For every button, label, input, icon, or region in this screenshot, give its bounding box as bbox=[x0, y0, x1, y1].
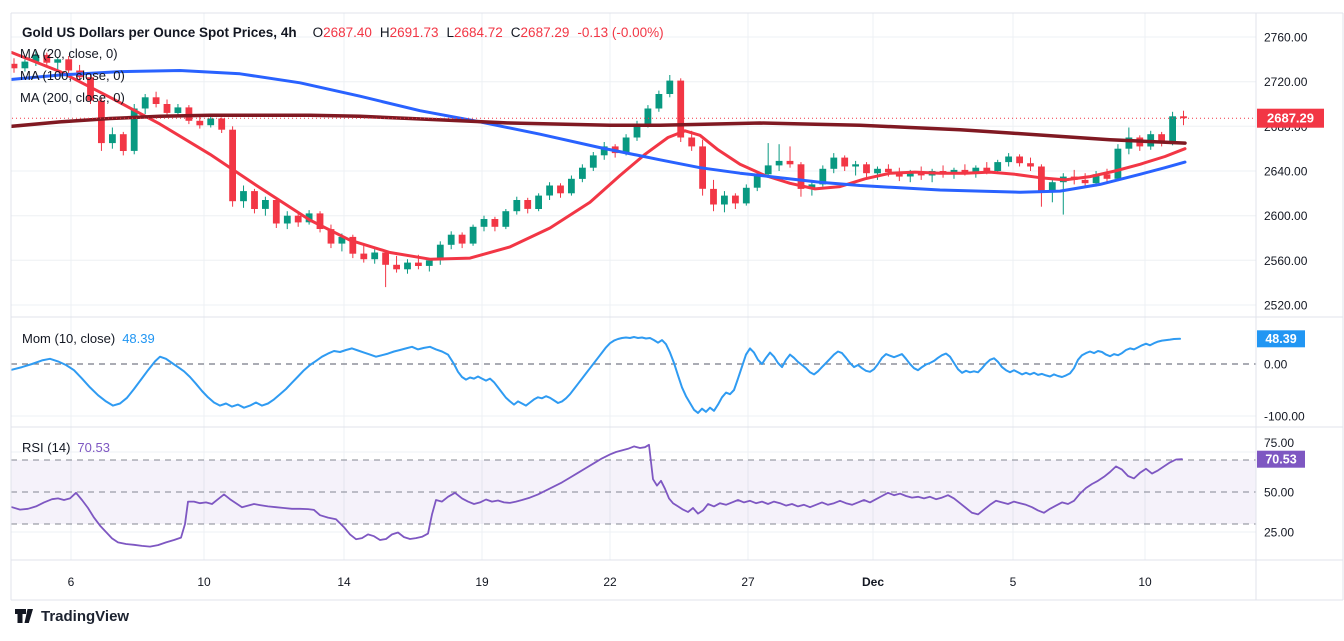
tradingview-logo-text: TradingView bbox=[41, 607, 130, 625]
tradingview-logo-icon bbox=[15, 609, 33, 623]
svg-text:Dec: Dec bbox=[862, 575, 884, 589]
svg-text:70.53: 70.53 bbox=[1265, 453, 1296, 467]
svg-text:2520.00: 2520.00 bbox=[1264, 299, 1308, 313]
rsi-line bbox=[11, 443, 1183, 548]
svg-text:2600.00: 2600.00 bbox=[1264, 209, 1308, 223]
symbol-title: Gold US Dollars per Ounce Spot Prices, 4… bbox=[22, 25, 297, 40]
legend-ma100[interactable]: MA (100, close, 0) bbox=[20, 68, 125, 83]
svg-text:19: 19 bbox=[475, 575, 489, 589]
svg-text:48.39: 48.39 bbox=[1265, 332, 1296, 346]
svg-text:22: 22 bbox=[603, 575, 617, 589]
svg-text:75.00: 75.00 bbox=[1264, 436, 1294, 450]
tradingview-logo[interactable]: TradingView bbox=[14, 606, 129, 626]
ohlc-close-value: 2687.29 bbox=[520, 25, 570, 40]
price-change: -0.13 (-0.00%) bbox=[577, 25, 664, 40]
svg-text:50.00: 50.00 bbox=[1264, 486, 1294, 500]
rsi-band bbox=[11, 459, 1256, 525]
svg-text:10: 10 bbox=[1138, 575, 1152, 589]
svg-text:2640.00: 2640.00 bbox=[1264, 165, 1308, 179]
symbol-header[interactable]: Gold US Dollars per Ounce Spot Prices, 4… bbox=[22, 25, 664, 40]
rsi-value-badge: 70.53 bbox=[1257, 450, 1305, 468]
rsi-value: 70.53 bbox=[77, 440, 110, 455]
ma-20-line bbox=[11, 51, 1187, 261]
ohlc-low-label: L bbox=[446, 25, 454, 40]
time-axis[interactable]: 6 10 14 19 22 27 Dec 5 10 bbox=[68, 575, 1152, 589]
svg-text:2720.00: 2720.00 bbox=[1264, 75, 1308, 89]
momentum-label: Mom (10, close) bbox=[22, 331, 116, 346]
svg-text:5: 5 bbox=[1010, 575, 1017, 589]
momentum-value-badge: 48.39 bbox=[1257, 330, 1305, 348]
svg-text:27: 27 bbox=[741, 575, 755, 589]
last-price-badge: 2687.29 bbox=[1257, 108, 1324, 128]
svg-text:6: 6 bbox=[68, 575, 75, 589]
svg-text:-100.00: -100.00 bbox=[1264, 410, 1305, 424]
ma-100-line bbox=[11, 69, 1187, 194]
ohlc-high-value: 2691.73 bbox=[389, 25, 439, 40]
ohlc-open-value: 2687.40 bbox=[323, 25, 372, 40]
momentum-line bbox=[11, 336, 1181, 414]
svg-text:10: 10 bbox=[197, 575, 211, 589]
ohlc-high-label: H bbox=[379, 25, 390, 40]
svg-text:14: 14 bbox=[337, 575, 351, 589]
price-axis[interactable]: 2760.002720.002680.002640.002600.002560.… bbox=[1264, 31, 1308, 540]
legend-ma200[interactable]: MA (200, close, 0) bbox=[20, 90, 125, 105]
svg-text:25.00: 25.00 bbox=[1264, 526, 1294, 540]
ohlc-close-label: C bbox=[510, 25, 521, 40]
candlestick-series bbox=[11, 50, 1187, 288]
svg-text:0.00: 0.00 bbox=[1264, 358, 1288, 372]
momentum-value: 48.39 bbox=[122, 331, 155, 346]
ohlc-low-value: 2684.72 bbox=[453, 25, 503, 40]
ma-200-line bbox=[11, 113, 1187, 145]
ohlc-open-label: O bbox=[312, 25, 324, 40]
svg-text:2560.00: 2560.00 bbox=[1264, 254, 1308, 268]
svg-text:2687.29: 2687.29 bbox=[1267, 111, 1314, 126]
rsi-pane-title[interactable]: RSI (14) 70.53 bbox=[22, 440, 110, 455]
legend-ma20[interactable]: MA (20, close, 0) bbox=[20, 46, 118, 61]
rsi-label: RSI (14) bbox=[22, 440, 71, 455]
pane-separators bbox=[10, 12, 1344, 601]
svg-text:2760.00: 2760.00 bbox=[1264, 31, 1308, 45]
momentum-pane-title[interactable]: Mom (10, close) 48.39 bbox=[22, 331, 155, 346]
